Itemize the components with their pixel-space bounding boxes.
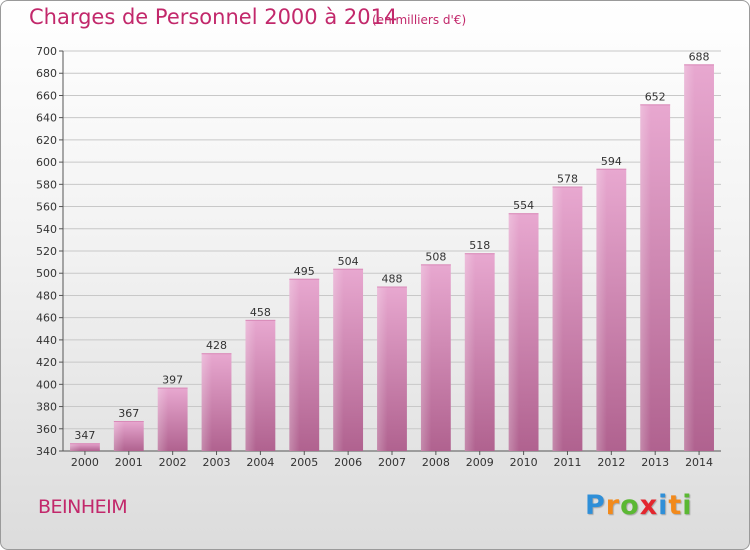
bar-value-label: 458 <box>250 306 271 319</box>
y-tick-label: 580 <box>36 178 57 191</box>
y-tick-label: 700 <box>36 45 57 58</box>
bar-highlight <box>289 278 300 451</box>
y-tick-label: 440 <box>36 334 57 347</box>
y-tick-label: 420 <box>36 356 57 369</box>
x-tick-label: 2009 <box>466 456 494 469</box>
commune-name: BEINHEIM <box>38 496 128 518</box>
bar-value-label: 504 <box>338 255 359 268</box>
bar-value-label: 428 <box>206 339 227 352</box>
bar-value-label: 508 <box>425 250 446 263</box>
chart-subtitle: (en milliers d'€) <box>372 13 467 27</box>
bar-highlight <box>684 64 695 452</box>
bar-value-label: 367 <box>118 407 139 420</box>
y-tick-label: 380 <box>36 401 57 414</box>
bar-highlight <box>596 168 607 451</box>
y-tick-label: 560 <box>36 201 57 214</box>
x-tick-label: 2005 <box>290 456 318 469</box>
logo-letter: o <box>620 490 640 521</box>
bar-highlight <box>552 186 563 452</box>
chart-title: Charges de Personnel 2000 à 2014 <box>29 5 398 29</box>
bar-value-label: 397 <box>162 374 183 387</box>
x-tick-label: 2012 <box>597 456 625 469</box>
x-tick-label: 2011 <box>553 456 581 469</box>
bar-value-label: 488 <box>382 273 403 286</box>
y-tick-label: 620 <box>36 134 57 147</box>
bar-highlight <box>245 319 256 451</box>
bar-highlight <box>420 264 432 451</box>
x-tick-label: 2003 <box>203 456 231 469</box>
bars <box>70 64 714 452</box>
bar-value-label: 578 <box>557 173 578 186</box>
proxiti-logo: Proxiti <box>585 490 693 521</box>
logo-letter: t <box>668 490 683 521</box>
logo-letter: i <box>682 490 693 521</box>
bar-highlight <box>464 253 476 451</box>
bar-highlight <box>377 286 388 451</box>
y-tick-label: 520 <box>36 245 57 258</box>
bar-value-label: 554 <box>513 199 534 212</box>
x-tick-label: 2001 <box>115 456 143 469</box>
y-tick-label: 640 <box>36 112 57 125</box>
bar-value-label: 652 <box>645 90 666 103</box>
bar-value-label: 594 <box>601 155 622 168</box>
labels: 340 360 380 400 420 440 460 480 500 520 540 560 580 6… <box>36 45 713 469</box>
x-tick-label: 2014 <box>685 456 713 469</box>
bar-highlight <box>201 353 213 451</box>
bar-highlight <box>113 421 125 451</box>
y-tick-label: 360 <box>36 423 57 436</box>
y-tick-label: 500 <box>36 267 57 280</box>
logo-letter: i <box>658 490 669 521</box>
x-tick-label: 2004 <box>246 456 274 469</box>
y-tick-label: 600 <box>36 156 57 169</box>
bar-value-label: 347 <box>74 429 95 442</box>
bar-value-label: 688 <box>689 50 710 63</box>
bar-value-label: 495 <box>294 265 315 278</box>
y-tick-label: 540 <box>36 223 57 236</box>
bar-highlight <box>508 213 520 451</box>
x-tick-label: 2010 <box>510 456 538 469</box>
y-tick-label: 340 <box>36 445 57 458</box>
x-tick-label: 2008 <box>422 456 450 469</box>
logo-letter: P <box>585 490 606 521</box>
bar-value-label: 518 <box>469 239 490 252</box>
bar-highlight <box>157 387 169 451</box>
y-tick-label: 680 <box>36 67 57 80</box>
bar-highlight <box>70 443 81 451</box>
bar <box>70 443 100 451</box>
bar-highlight <box>640 104 651 451</box>
x-tick-label: 2002 <box>159 456 187 469</box>
bar-highlight <box>333 268 344 451</box>
x-tick-label: 2007 <box>378 456 406 469</box>
x-tick-label: 2006 <box>334 456 362 469</box>
x-tick-label: 2000 <box>71 456 99 469</box>
y-tick-label: 460 <box>36 312 57 325</box>
y-tick-label: 660 <box>36 89 57 102</box>
logo-letter: x <box>639 490 659 521</box>
logo-letter: r <box>605 490 621 521</box>
x-tick-label: 2013 <box>641 456 669 469</box>
y-tick-label: 400 <box>36 378 57 391</box>
y-tick-label: 480 <box>36 289 57 302</box>
